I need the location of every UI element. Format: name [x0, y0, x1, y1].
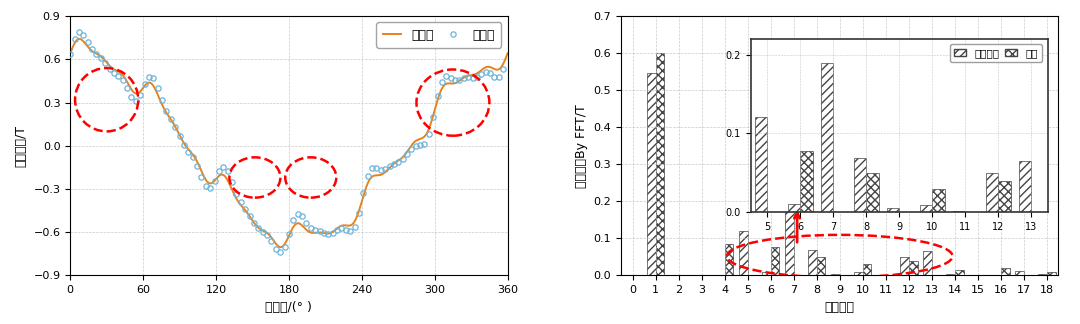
解析解	[296, 214, 309, 218]
Bar	[771, 247, 780, 275]
有限元	[365, 175, 378, 179]
Line: 有限元: 有限元	[70, 39, 508, 247]
Bar	[887, 208, 899, 212]
Bar	[1018, 161, 1031, 212]
Line: 解析解: 解析解	[68, 30, 505, 255]
Bar	[900, 257, 908, 275]
解析解	[471, 75, 484, 79]
有限元	[257, 229, 270, 233]
解析解	[72, 30, 85, 34]
Bar	[656, 53, 664, 275]
解析解	[484, 72, 497, 75]
Bar	[755, 117, 767, 212]
Bar	[863, 264, 872, 275]
Bar	[908, 260, 918, 275]
解析解	[273, 250, 286, 254]
Bar	[1038, 274, 1047, 275]
解析解	[330, 228, 343, 232]
Bar	[866, 173, 879, 212]
Bar	[821, 63, 833, 212]
Bar	[647, 73, 656, 275]
有限元	[501, 52, 514, 55]
X-axis label: 电角度/(° ): 电角度/(° )	[266, 301, 312, 314]
Bar	[808, 250, 816, 275]
Bar	[853, 158, 866, 212]
Bar	[1047, 272, 1055, 275]
Bar	[955, 270, 963, 275]
有限元	[241, 211, 254, 215]
Bar	[1015, 271, 1024, 275]
Bar	[761, 272, 771, 275]
解析解	[497, 67, 510, 71]
有限元	[406, 143, 419, 146]
有限元	[414, 137, 427, 141]
Bar	[800, 151, 812, 212]
Bar	[854, 272, 863, 275]
有限元	[274, 245, 287, 249]
有限元	[109, 68, 122, 72]
Bar	[816, 257, 825, 275]
Bar	[923, 251, 932, 275]
解析解	[64, 52, 77, 56]
Bar	[831, 273, 840, 275]
解析解	[151, 86, 164, 90]
Bar	[787, 204, 800, 212]
Bar	[953, 211, 966, 212]
Legend: 有限元, 解析解: 有限元, 解析解	[376, 22, 501, 48]
Bar	[739, 231, 747, 275]
Bar	[932, 189, 945, 212]
有限元	[73, 37, 86, 41]
解析解	[168, 125, 181, 129]
Bar	[946, 274, 955, 275]
Legend: 不等极距, 等距: 不等极距, 等距	[949, 44, 1042, 63]
Bar	[919, 205, 932, 212]
Bar	[998, 181, 1011, 212]
Bar	[785, 205, 794, 275]
Bar	[986, 173, 998, 212]
X-axis label: 谐波次数: 谐波次数	[825, 301, 854, 314]
Y-axis label: 气隙磁密/T: 气隙磁密/T	[15, 125, 28, 167]
Bar	[725, 244, 733, 275]
Y-axis label: 气隙磁密By FFT/T: 气隙磁密By FFT/T	[575, 104, 588, 188]
有限元	[64, 52, 77, 55]
Bar	[1001, 268, 1010, 275]
